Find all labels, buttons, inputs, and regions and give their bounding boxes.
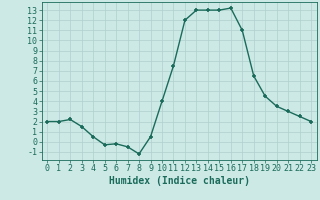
X-axis label: Humidex (Indice chaleur): Humidex (Indice chaleur) [109,176,250,186]
